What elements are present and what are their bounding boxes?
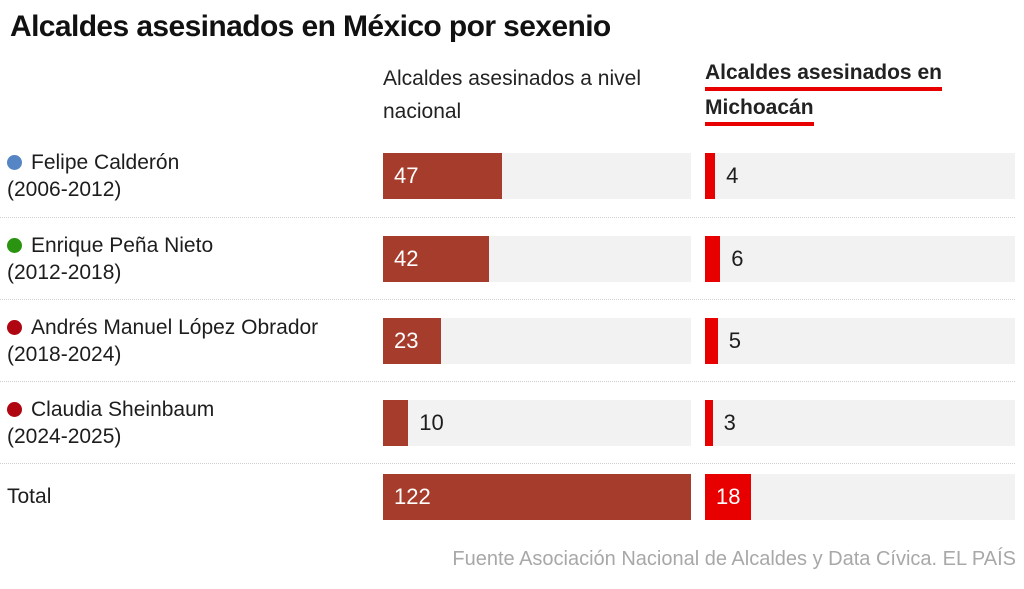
page-title: Alcaldes asesinados en México por sexeni… [10,10,611,43]
michoacan-header-line1: Alcaldes asesinados en [705,62,942,91]
row-label: Enrique Peña Nieto (2012-2018) [0,232,383,286]
president-name: Claudia Sheinbaum [31,397,215,421]
president-name: Total [7,485,52,508]
michoacan-bar-track: 6 [705,235,1015,282]
chart-rows: Felipe Calderón (2006-2012) 47 4 Enrique Peñ… [0,135,1015,529]
president-name: Enrique Peña Nieto [31,233,214,257]
national-bar [383,473,691,520]
national-bar [383,153,502,199]
michoacan-bar-track: 5 [705,317,1015,364]
michoacan-bar-track: 3 [705,399,1015,446]
president-name-line: Felipe Calderón [7,149,383,176]
president-name: Felipe Calderón [31,151,180,174]
michoacan-bar [705,317,718,364]
michoacan-bar-track: 18 [705,473,1015,520]
party-dot-icon [7,237,22,253]
national-value: 42 [394,245,419,271]
michoacan-value: 4 [726,163,739,188]
table-row: Felipe Calderón (2006-2012) 47 4 [0,135,1015,217]
national-bar-track: 47 [383,153,691,199]
row-label: Total [0,483,383,510]
national-bar-track: 42 [383,235,691,282]
party-dot-icon [7,155,22,170]
president-term: (2012-2018) [7,260,122,284]
national-bar-track: 23 [383,317,691,364]
national-bar-track: 10 [383,399,691,446]
party-dot-icon [7,319,22,335]
president-name: Andrés Manuel López Obrador [31,315,319,339]
national-bar-track: 122 [383,473,691,520]
michoacan-bar [705,235,721,282]
president-term: (2024-2025) [7,424,122,448]
source-credit: Fuente Asociación Nacional de Alcaldes y… [452,548,1016,570]
michoacan-bar [705,399,713,446]
president-name-line: Andrés Manuel López Obrador [7,314,383,341]
michoacan-value: 6 [731,245,744,271]
michoacan-header-line2: Michoacán [705,97,814,126]
michoacan-value: 3 [723,409,736,435]
national-value: 10 [419,409,444,435]
table-row: Andrés Manuel López Obrador (2018-2024) 23… [0,299,1015,381]
table-row: Claudia Sheinbaum (2024-2025) 10 3 [0,381,1015,463]
michoacan-value: 18 [716,483,741,509]
national-bar [383,235,489,282]
president-name-line: Enrique Peña Nieto [7,232,383,259]
michoacan-value: 5 [728,327,741,353]
national-bar [383,399,409,446]
table-row: Total 122 18 [0,463,1015,529]
column-headers: Alcaldes asesinados a nivel nacional Alc… [0,62,1015,132]
row-label: Andrés Manuel López Obrador (2018-2024) [0,314,383,368]
national-header-line1: Alcaldes asesinados a nivel [383,67,641,90]
president-name-line: Claudia Sheinbaum [7,396,383,423]
national-value: 47 [394,163,419,188]
president-term: (2018-2024) [7,342,122,366]
table-row: Enrique Peña Nieto (2012-2018) 42 6 [0,217,1015,299]
michoacan-bar [705,473,751,520]
president-term: (2006-2012) [7,178,122,201]
party-dot-icon [7,401,22,417]
row-label: Claudia Sheinbaum (2024-2025) [0,396,383,450]
president-name-line: Total [7,483,383,510]
michoacan-column-header: Alcaldes asesinados en Michoacán [705,62,1015,132]
national-header-line2: nacional [383,100,462,123]
row-label: Felipe Calderón (2006-2012) [0,149,383,203]
national-value: 122 [394,483,431,509]
national-column-header: Alcaldes asesinados a nivel nacional [383,62,691,132]
national-bar [383,317,442,364]
michoacan-bar-track: 4 [705,153,1015,199]
michoacan-bar [705,153,716,199]
national-value: 23 [394,327,419,353]
